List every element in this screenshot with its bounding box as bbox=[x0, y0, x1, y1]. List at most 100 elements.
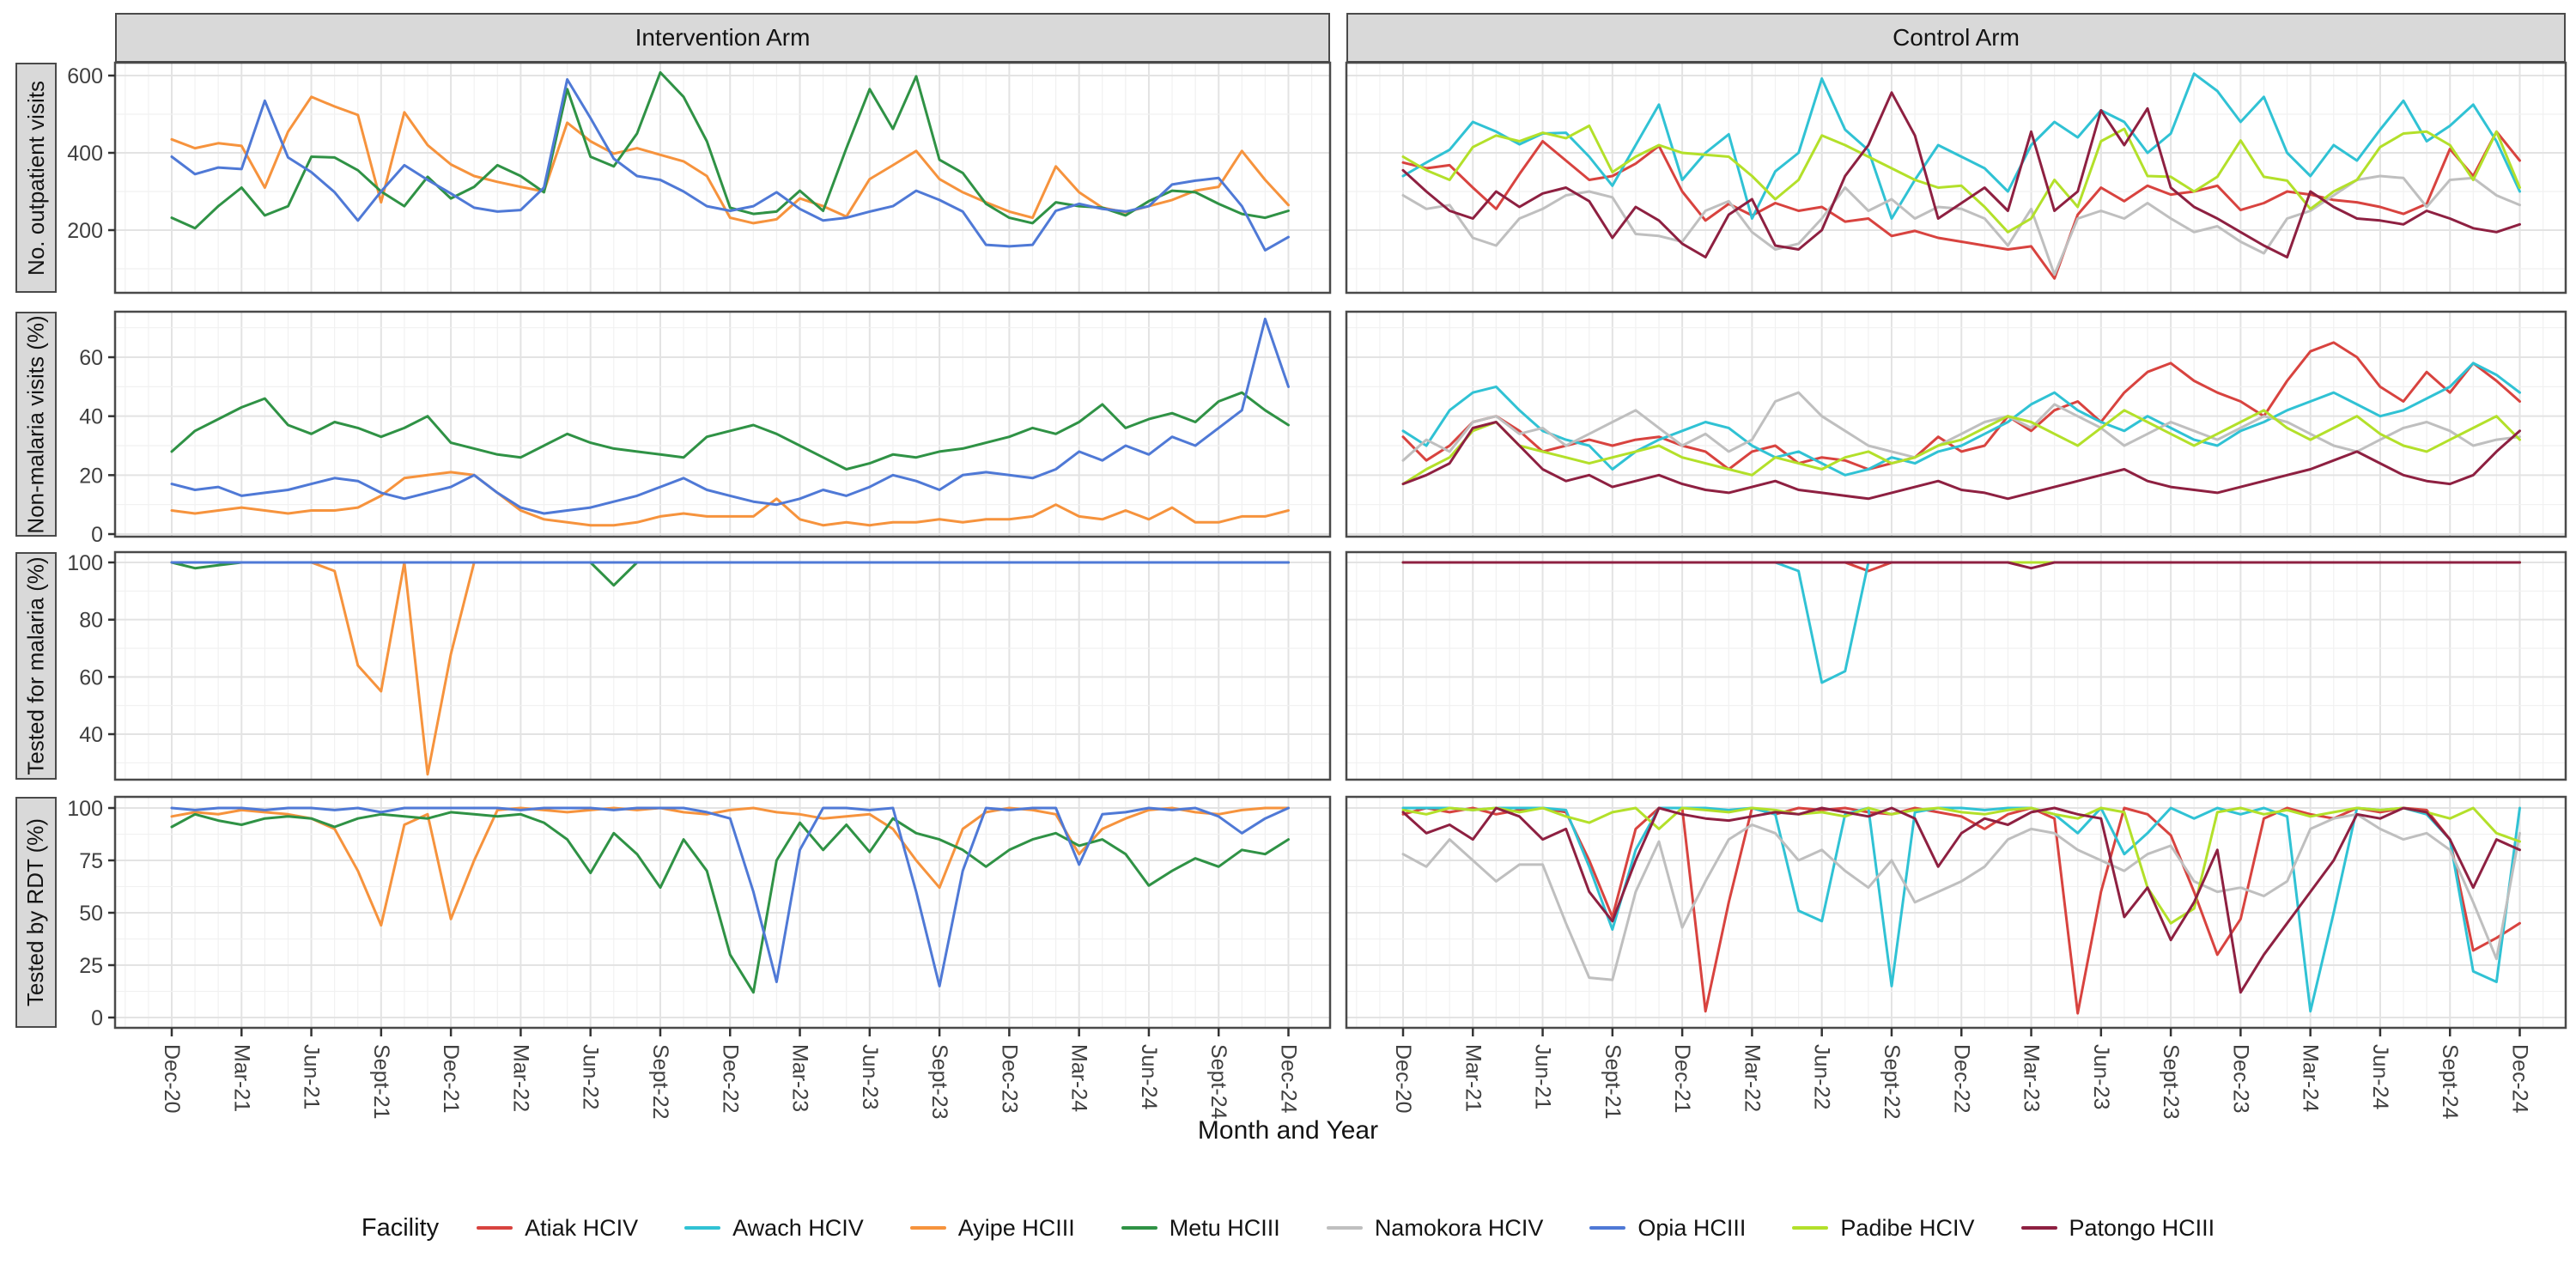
facet-strip-nonmalaria: Non-malaria visits (%) bbox=[15, 312, 57, 537]
panel-border bbox=[1345, 61, 2567, 295]
facet-strip-rdt: Tested by RDT (%) bbox=[15, 797, 57, 1028]
y-axis-tick-label: 100 bbox=[67, 797, 103, 821]
panel-border bbox=[113, 310, 1332, 538]
panel-border bbox=[1345, 310, 2567, 538]
legend-item-Metu-HCIII: Metu HCIII bbox=[1121, 1215, 1280, 1242]
series-line-Atiak-HCIV bbox=[1401, 341, 2521, 471]
x-axis-tick-label: Sept-24 bbox=[1206, 1044, 1230, 1120]
x-axis-title: Month and Year bbox=[1197, 1116, 1379, 1145]
panel-border bbox=[113, 550, 1332, 781]
x-axis-tick-label: Mar-23 bbox=[2020, 1044, 2044, 1112]
panel-tested-control bbox=[1345, 550, 2567, 781]
facet-strip-outpatient-label: No. outpatient visits bbox=[22, 80, 49, 276]
x-axis-tick-label: Mar-23 bbox=[788, 1044, 812, 1112]
legend-line-swatch bbox=[2020, 1226, 2057, 1230]
x-axis-tick-label: Sept-21 bbox=[369, 1044, 393, 1120]
series-line-Patongo-HCIII bbox=[1401, 91, 2521, 258]
y-axis-tick-label: 40 bbox=[79, 405, 103, 429]
legend-line-swatch bbox=[1326, 1226, 1363, 1230]
legend: Facility Atiak HCIV Awach HCIV Ayipe HCIII… bbox=[0, 1209, 2576, 1247]
panel-background bbox=[115, 312, 1330, 537]
x-axis-tick-label: Dec-24 bbox=[2508, 1044, 2532, 1114]
series-line-Namokora-HCIV bbox=[1401, 391, 2521, 462]
x-axis-tick-label: Sept-24 bbox=[2438, 1044, 2462, 1120]
panel-background bbox=[1346, 63, 2566, 293]
facet-strip-tested-label: Tested for malaria (%) bbox=[22, 556, 49, 775]
x-axis-tick-label: Jun-23 bbox=[2089, 1044, 2113, 1109]
facet-strip-nonmalaria-label: Non-malaria visits (%) bbox=[22, 314, 49, 534]
panel-rdt-control bbox=[1345, 795, 2567, 1030]
legend-label: Padibe HCIV bbox=[1840, 1214, 1975, 1241]
legend-item-Padibe-HCIV: Padibe HCIV bbox=[1792, 1214, 1975, 1242]
x-axis-tick-label: Mar-24 bbox=[2299, 1044, 2323, 1112]
panel-tested-intervention bbox=[113, 550, 1332, 781]
panel-nonmalaria-intervention bbox=[113, 310, 1332, 538]
x-axis-tick-label: Jun-21 bbox=[1531, 1044, 1555, 1109]
x-axis-tick-label: Dec-20 bbox=[160, 1044, 184, 1114]
y-axis-tick-label: 600 bbox=[67, 64, 103, 88]
facet-strip-intervention-label: Intervention Arm bbox=[635, 24, 811, 51]
panel-rdt-intervention bbox=[113, 795, 1332, 1030]
legend-label: Ayipe HCIII bbox=[957, 1214, 1075, 1241]
panel-border bbox=[113, 61, 1332, 295]
y-axis-tick-label: 60 bbox=[79, 665, 103, 690]
y-axis-tick-label: 80 bbox=[79, 609, 103, 633]
x-axis-tick-label: Mar-22 bbox=[1740, 1044, 1764, 1112]
legend-item-Namokora-HCIV: Namokora HCIV bbox=[1326, 1214, 1544, 1242]
x-axis-tick-label: Mar-21 bbox=[1461, 1044, 1485, 1112]
x-axis-tick-label: Dec-23 bbox=[997, 1044, 1021, 1114]
legend-title: Facility bbox=[361, 1213, 440, 1242]
panel-background bbox=[115, 63, 1330, 293]
panel-outpatient-control bbox=[1345, 61, 2567, 295]
y-axis-tick-label: 400 bbox=[67, 142, 103, 166]
series-line-Padibe-HCIV bbox=[1401, 806, 2521, 925]
series-line-Opia-HCIII bbox=[170, 317, 1290, 515]
legend-line-swatch bbox=[1792, 1226, 1829, 1230]
panel-nonmalaria-control bbox=[1345, 310, 2567, 538]
series-line-Patongo-HCIII bbox=[1401, 806, 2521, 994]
x-axis-tick-label: Sept-22 bbox=[1880, 1044, 1904, 1120]
x-axis-tick-label: Dec-24 bbox=[1277, 1044, 1301, 1114]
x-axis-tick-label: Dec-21 bbox=[1670, 1044, 1694, 1114]
legend-line-swatch bbox=[684, 1226, 721, 1230]
y-axis-tick-label: 0 bbox=[91, 523, 103, 547]
facet-strip-intervention-arm: Intervention Arm bbox=[115, 13, 1330, 63]
x-axis-tick-label: Jun-23 bbox=[858, 1044, 882, 1109]
x-axis-tick-label: Jun-24 bbox=[1137, 1044, 1161, 1110]
series-line-Namokora-HCIV bbox=[1401, 812, 2521, 981]
x-axis-tick-label: Sept-23 bbox=[2159, 1044, 2183, 1120]
x-axis-tick-label: Dec-22 bbox=[718, 1044, 742, 1114]
legend-label: Metu HCIII bbox=[1169, 1214, 1280, 1241]
legend-label: Namokora HCIV bbox=[1374, 1214, 1544, 1241]
panel-outpatient-intervention bbox=[113, 61, 1332, 295]
y-axis-tick-label: 20 bbox=[79, 464, 103, 488]
legend-label: Patongo HCIII bbox=[2069, 1214, 2215, 1241]
x-axis-tick-label: Dec-22 bbox=[1949, 1044, 1973, 1114]
x-axis-tick-label: Sept-23 bbox=[927, 1044, 951, 1120]
series-line-Awach-HCIV bbox=[1401, 72, 2521, 220]
y-axis-tick-label: 0 bbox=[91, 1006, 103, 1030]
x-axis-tick-label: Jun-22 bbox=[1810, 1044, 1834, 1109]
legend-item-Awach-HCIV: Awach HCIV bbox=[684, 1215, 864, 1242]
x-axis-tick-label: Mar-22 bbox=[508, 1044, 532, 1112]
legend-line-swatch bbox=[1121, 1226, 1157, 1230]
x-axis-tick-label: Sept-21 bbox=[1601, 1044, 1625, 1120]
y-axis-tick-label: 200 bbox=[67, 219, 103, 243]
series-line-Opia-HCIII bbox=[170, 806, 1290, 987]
series-line-Namokora-HCIV bbox=[1401, 174, 2521, 276]
legend-line-swatch bbox=[477, 1226, 513, 1230]
panel-background bbox=[1346, 312, 2566, 537]
panel-background bbox=[115, 552, 1330, 780]
x-axis-tick-label: Jun-24 bbox=[2368, 1044, 2392, 1110]
series-line-Awach-HCIV bbox=[1401, 806, 2521, 1013]
legend-label: Opia HCIII bbox=[1637, 1214, 1747, 1241]
x-axis-tick-label: Mar-21 bbox=[229, 1044, 253, 1112]
x-axis-tick-label: Sept-22 bbox=[648, 1044, 672, 1120]
series-line-Patongo-HCIII bbox=[1401, 561, 2521, 570]
legend-item-Atiak-HCIV: Atiak HCIV bbox=[477, 1215, 638, 1242]
y-axis-tick-label: 75 bbox=[79, 849, 103, 873]
legend-label: Atiak HCIV bbox=[525, 1214, 639, 1241]
legend-line-swatch bbox=[1589, 1226, 1626, 1230]
y-axis-tick-label: 100 bbox=[67, 551, 103, 575]
